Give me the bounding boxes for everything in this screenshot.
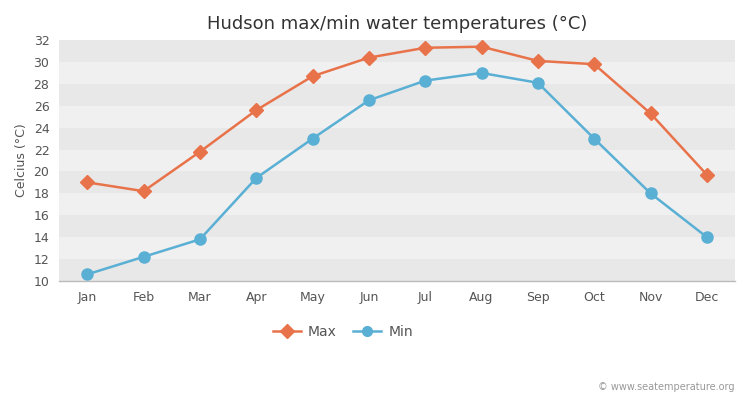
Max bbox=[477, 44, 486, 49]
Min bbox=[140, 254, 148, 259]
Min bbox=[477, 70, 486, 75]
Max bbox=[702, 172, 711, 177]
Min bbox=[82, 272, 92, 277]
Bar bbox=[59, 215, 735, 237]
Max bbox=[590, 62, 598, 66]
Min bbox=[421, 78, 430, 83]
Min bbox=[196, 237, 205, 242]
Bar bbox=[59, 62, 735, 84]
Min bbox=[590, 136, 598, 141]
Bar bbox=[59, 259, 735, 281]
Bar bbox=[59, 172, 735, 193]
Max bbox=[421, 45, 430, 50]
Line: Max: Max bbox=[82, 42, 712, 196]
Bar bbox=[59, 128, 735, 150]
Min bbox=[364, 98, 374, 103]
Text: © www.seatemperature.org: © www.seatemperature.org bbox=[598, 382, 735, 392]
Max bbox=[364, 55, 374, 60]
Max bbox=[196, 149, 205, 154]
Min bbox=[646, 191, 655, 196]
Legend: Max, Min: Max, Min bbox=[268, 319, 419, 344]
Bar bbox=[59, 150, 735, 172]
Bar bbox=[59, 40, 735, 62]
Line: Min: Min bbox=[82, 67, 712, 280]
Max bbox=[308, 74, 317, 79]
Min bbox=[308, 136, 317, 141]
Max bbox=[646, 111, 655, 116]
Bar bbox=[59, 106, 735, 128]
Min bbox=[533, 80, 542, 85]
Bar bbox=[59, 193, 735, 215]
Title: Hudson max/min water temperatures (°C): Hudson max/min water temperatures (°C) bbox=[207, 15, 587, 33]
Max bbox=[252, 108, 261, 112]
Max bbox=[533, 58, 542, 63]
Max bbox=[82, 180, 92, 185]
Min bbox=[702, 235, 711, 240]
Max bbox=[140, 189, 148, 194]
Bar bbox=[59, 237, 735, 259]
Y-axis label: Celcius (°C): Celcius (°C) bbox=[15, 124, 28, 197]
Min bbox=[252, 176, 261, 180]
Bar bbox=[59, 84, 735, 106]
